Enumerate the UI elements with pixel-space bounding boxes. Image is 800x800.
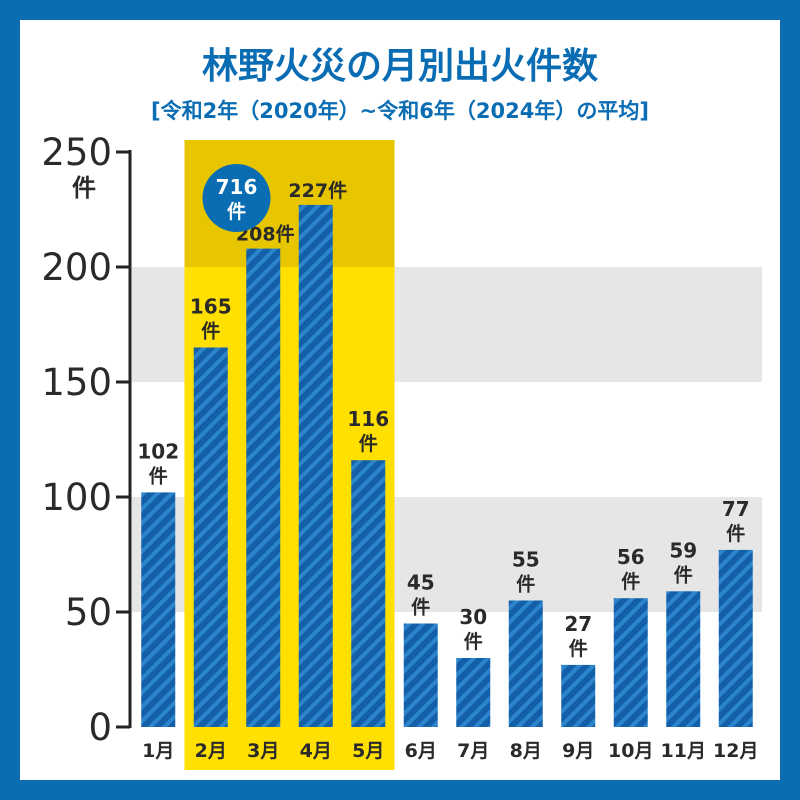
y-tick-label: 250 — [41, 131, 112, 174]
value-unit-label: 件 — [464, 630, 483, 653]
value-label: 116 — [347, 407, 389, 431]
bar-6月 — [403, 623, 438, 727]
y-tick-label: 0 — [88, 706, 112, 749]
y-tick-label: 200 — [41, 246, 112, 289]
chart-frame: 林野火災の月別出火件数 [令和2年（2020年）~令和6年（2024年）の平均]… — [20, 20, 780, 780]
y-tick-label: 150 — [41, 361, 112, 404]
value-unit-label: 件 — [674, 563, 693, 586]
value-unit-label: 件 — [569, 637, 588, 660]
bar-9月 — [561, 664, 596, 727]
bar-3月 — [246, 248, 281, 727]
total-badge-unit: 件 — [227, 200, 246, 223]
value-label: 55 — [512, 548, 540, 572]
x-tick-label: 2月 — [195, 740, 227, 762]
x-tick-label: 4月 — [300, 740, 332, 762]
value-label: 102 — [137, 439, 179, 463]
bar-chart: 林野火災の月別出火件数 [令和2年（2020年）~令和6年（2024年）の平均]… — [41, 46, 762, 770]
value-label: 165 — [190, 295, 232, 319]
value-label: 56 — [617, 545, 645, 569]
value-label: 27 — [564, 612, 592, 636]
value-unit-label: 件 — [149, 464, 168, 487]
x-tick-label: 8月 — [510, 740, 542, 762]
bar-2月 — [193, 347, 228, 727]
bar-1月 — [141, 492, 176, 727]
value-unit-label: 件 — [201, 320, 220, 343]
value-unit-label: 件 — [726, 522, 745, 545]
value-label: 30 — [459, 605, 487, 629]
chart-subtitle: [令和2年（2020年）~令和6年（2024年）の平均] — [151, 99, 649, 123]
value-unit-label: 件 — [359, 432, 378, 455]
bar-10月 — [613, 598, 648, 727]
value-label: 45 — [407, 571, 435, 595]
bar-4月 — [298, 204, 333, 727]
bar-7月 — [456, 658, 491, 727]
value-unit-label: 件 — [411, 596, 430, 619]
x-tick-label: 1月 — [142, 740, 174, 762]
x-tick-label: 11月 — [661, 740, 706, 762]
bar-8月 — [508, 600, 543, 727]
bar-5月 — [351, 460, 386, 727]
x-tick-label: 5月 — [352, 740, 384, 762]
value-label: 227件 — [288, 179, 347, 202]
value-label: 77 — [722, 497, 750, 521]
bar-11月 — [666, 591, 701, 727]
value-label: 59 — [669, 538, 697, 562]
x-tick-label: 9月 — [562, 740, 594, 762]
chart-title: 林野火災の月別出火件数 — [202, 46, 598, 87]
y-tick-label: 50 — [65, 591, 112, 634]
x-tick-label: 10月 — [608, 740, 653, 762]
y-tick-label: 100 — [41, 476, 112, 519]
x-tick-label: 7月 — [457, 740, 489, 762]
y-unit-label: 件 — [72, 174, 96, 202]
bar-12月 — [718, 549, 753, 727]
x-tick-label: 3月 — [247, 740, 279, 762]
x-tick-label: 6月 — [405, 740, 437, 762]
x-tick-label: 12月 — [713, 740, 758, 762]
total-badge — [202, 164, 271, 232]
total-badge-value: 716 — [216, 175, 258, 199]
value-unit-label: 件 — [621, 570, 640, 593]
value-unit-label: 件 — [516, 573, 535, 596]
